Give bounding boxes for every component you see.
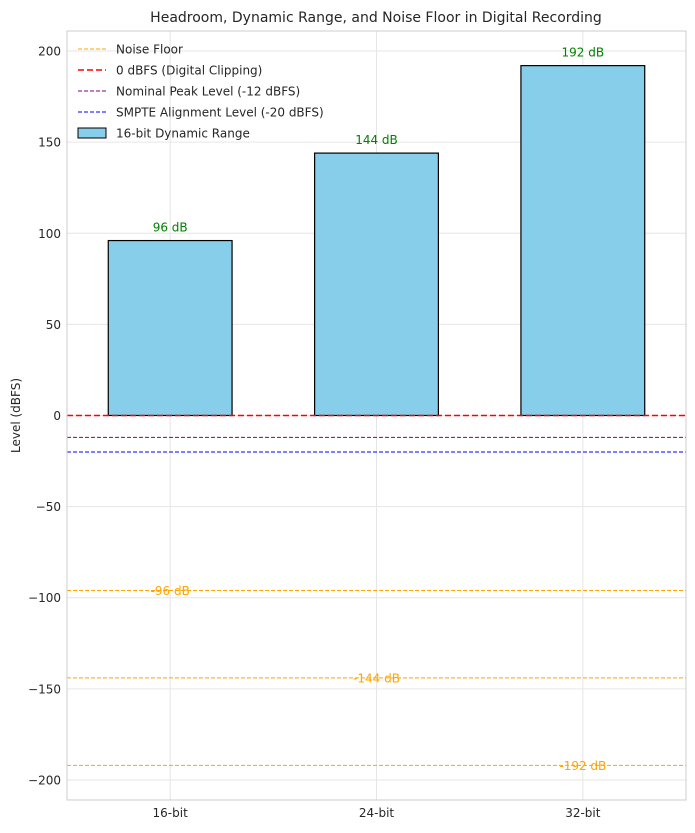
bar: [520, 65, 646, 417]
y-tick-label: 200: [38, 45, 61, 59]
legend-label: 16-bit Dynamic Range: [116, 127, 250, 141]
y-tick-label: −200: [28, 773, 61, 787]
y-tick-label: −50: [36, 500, 61, 514]
y-tick-label: 100: [38, 227, 61, 241]
legend-swatch: [77, 127, 107, 139]
y-tick-label: 50: [46, 318, 61, 332]
y-tick-label: −100: [28, 591, 61, 605]
legend-label: SMPTE Alignment Level (-20 dBFS): [116, 106, 324, 120]
y-tick-label: −150: [28, 682, 61, 696]
legend-label: Noise Floor: [116, 43, 183, 57]
x-tick-label: 24-bit: [359, 806, 395, 820]
bar-value-label: 192 dB: [562, 46, 605, 60]
x-tick-label: 16-bit: [153, 806, 189, 820]
legend-label: 0 dBFS (Digital Clipping): [116, 64, 262, 78]
noise-floor-label: -96 dB: [151, 584, 190, 598]
y-tick-label: 150: [38, 136, 61, 150]
y-tick-label: 0: [53, 409, 61, 423]
bar-value-label: 96 dB: [153, 221, 188, 235]
x-tick-label: 32-bit: [565, 806, 601, 820]
legend: Noise Floor 0 dBFS (Digital Clipping) Nomi…: [77, 43, 324, 141]
bar: [314, 152, 440, 417]
legend-label: Nominal Peak Level (-12 dBFS): [116, 85, 300, 99]
bar-value-label: 144 dB: [355, 133, 398, 147]
noise-floor-label: -144 dB: [353, 671, 400, 685]
noise-floor-label: -192 dB: [559, 759, 606, 773]
plot-frame: [66, 30, 687, 801]
y-axis-label: Level (dBFS): [9, 378, 23, 453]
bar: [107, 239, 233, 417]
chart-title: Headroom, Dynamic Range, and Noise Floor…: [150, 10, 602, 26]
